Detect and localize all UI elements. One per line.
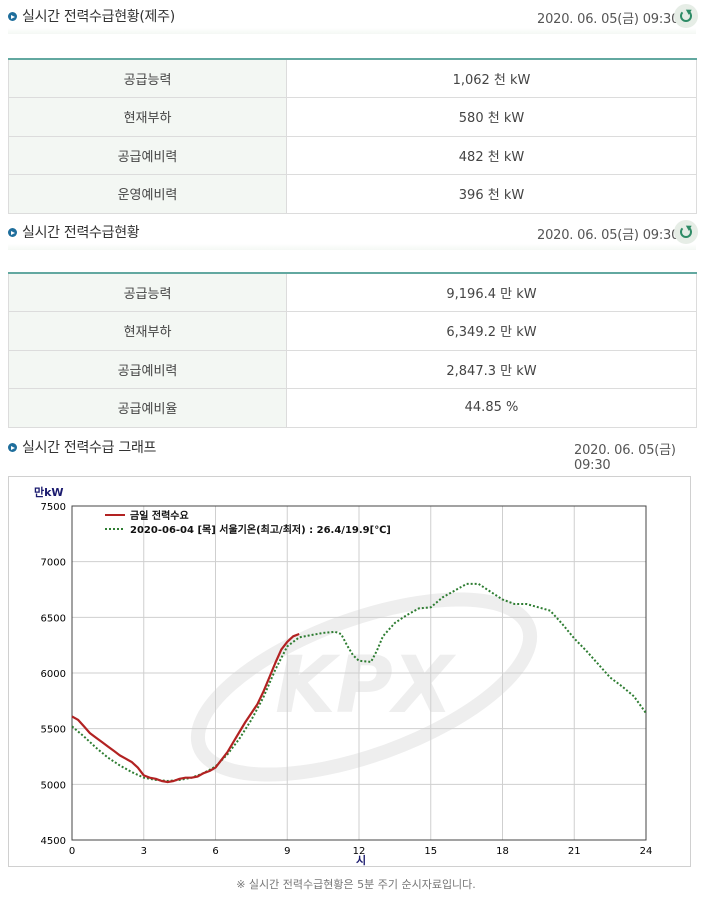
row-value: 9,196.4 만 kW [286, 273, 697, 312]
legend-entry-0: 금일 전력수요 [130, 509, 189, 522]
row-value: 396 천 kW [286, 174, 697, 214]
x-tick-label: 6 [212, 846, 218, 857]
chart-series [71, 582, 647, 784]
power-demand-chart: KPX 4500 5000 5500 6000 6500 7000 7500 0 3 6 9 12 15… [8, 476, 691, 867]
bullet-icon [8, 228, 17, 237]
row-value: 2,847.3 만 kW [286, 350, 697, 389]
national-refresh-button[interactable] [674, 220, 698, 244]
x-tick-label: 21 [568, 846, 581, 857]
row-label: 공급능력 [8, 273, 287, 312]
row-label: 공급예비력 [8, 136, 287, 175]
row-label: 공급능력 [8, 59, 287, 98]
footer-note: ※ 실시간 전력수급현황은 5분 주기 순시자료입니다. [236, 878, 476, 891]
table-row: 공급능력 9,196.4 만 kW [8, 273, 697, 312]
bullet-icon [8, 443, 17, 452]
table-row: 공급예비력 2,847.3 만 kW [8, 350, 697, 389]
row-label: 운영예비력 [8, 174, 287, 214]
graph-section-title: 실시간 전력수급 그래프 [22, 440, 157, 456]
refresh-icon [680, 226, 692, 238]
national-section-title: 실시간 전력수급현황 [22, 225, 140, 241]
row-label: 현재부하 [8, 311, 287, 351]
x-axis-label: 시 [356, 854, 366, 866]
x-tick-label: 3 [141, 846, 147, 857]
table-row: 공급예비력 482 천 kW [8, 136, 697, 175]
jeju-supply-table: 공급능력 1,062 천 kW 현재부하 580 천 kW 공급예비력 482 … [8, 58, 697, 214]
row-label: 공급예비력 [8, 350, 287, 389]
chart-canvas: KPX 4500 5000 5500 6000 6500 7000 7500 0 3 6 9 12 15… [34, 485, 653, 867]
row-value: 1,062 천 kW [286, 59, 697, 98]
plot-frame [71, 505, 647, 841]
x-tick-label: 0 [69, 846, 75, 857]
x-tick-label: 9 [284, 846, 290, 857]
table-row: 현재부하 580 천 kW [8, 97, 697, 137]
y-tick-label: 4500 [41, 836, 66, 847]
row-value: 482 천 kW [286, 136, 697, 175]
table-row: 공급능력 1,062 천 kW [8, 59, 697, 98]
row-value: 44.85 % [286, 388, 697, 428]
y-axis-label: 만kW [34, 485, 64, 499]
chart-grid [72, 506, 646, 840]
watermark-text: KPX [275, 641, 457, 731]
jeju-section-header: 실시간 전력수급현황(제주) 2020. 06. 05(금) 09:30 [0, 0, 712, 34]
bullet-icon [8, 12, 17, 21]
x-tick-label: 24 [640, 846, 653, 857]
graph-timestamp: 2020. 06. 05(금) 09:30 [574, 443, 676, 473]
jeju-refresh-button[interactable] [674, 4, 698, 28]
national-timestamp: 2020. 06. 05(금) 09:30 [537, 228, 680, 243]
legend-entry-1: 2020-06-04 [목] 서울기온(최고/최저) : 26.4/19.9[℃… [130, 523, 391, 536]
watermark-swoosh [190, 592, 538, 782]
y-tick-label: 5000 [41, 780, 66, 791]
row-label: 현재부하 [8, 97, 287, 137]
chart-axes: 4500 5000 5500 6000 6500 7000 7500 0 3 6 9 12 15 18 21… [34, 485, 653, 867]
jeju-section-title: 실시간 전력수급현황(제주) [22, 9, 175, 25]
refresh-icon [680, 10, 692, 22]
y-tick-label: 7500 [41, 502, 66, 513]
national-section-header: 실시간 전력수급현황 2020. 06. 05(금) 09:30 [0, 216, 712, 250]
row-value: 6,349.2 만 kW [286, 311, 697, 351]
series-line-0 [71, 632, 300, 784]
row-label: 공급예비율 [8, 388, 287, 428]
y-tick-label: 5500 [41, 725, 66, 736]
y-tick-label: 6000 [41, 669, 66, 680]
y-tick-label: 6500 [41, 613, 66, 624]
table-row: 운영예비력 396 천 kW [8, 174, 697, 214]
graph-section-header: 실시간 전력수급 그래프 2020. 06. 05(금) 09:30 [0, 431, 712, 473]
x-tick-label: 18 [496, 846, 509, 857]
x-tick-label: 12 [353, 846, 366, 857]
jeju-timestamp: 2020. 06. 05(금) 09:30 [537, 12, 680, 27]
x-tick-label: 15 [424, 846, 437, 857]
table-row: 공급예비율 44.85 % [8, 388, 697, 428]
kpx-watermark: KPX [190, 592, 538, 782]
y-tick-label: 7000 [41, 558, 66, 569]
table-row: 현재부하 6,349.2 만 kW [8, 311, 697, 351]
national-supply-table: 공급능력 9,196.4 만 kW 현재부하 6,349.2 만 kW 공급예비… [8, 272, 697, 428]
row-value: 580 천 kW [286, 97, 697, 137]
